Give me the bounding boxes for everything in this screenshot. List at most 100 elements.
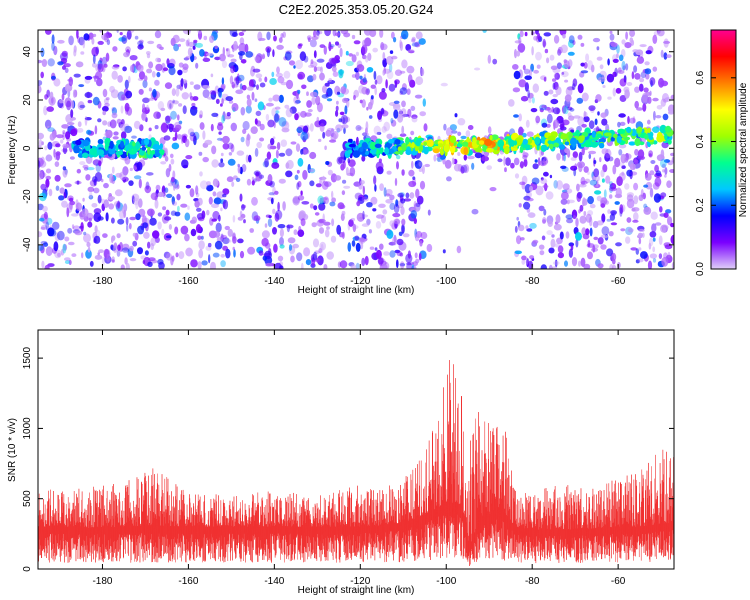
noise-blob — [162, 190, 167, 199]
noise-blob — [415, 31, 423, 40]
noise-blob — [351, 54, 357, 63]
noise-blob — [338, 69, 345, 75]
noise-blob — [597, 111, 600, 116]
noise-blob — [172, 181, 176, 191]
noise-blob — [407, 250, 411, 259]
noise-blob — [664, 159, 670, 163]
ridge-blob — [542, 144, 548, 151]
noise-blob — [198, 240, 205, 250]
noise-blob — [407, 49, 415, 53]
noise-blob — [255, 73, 263, 79]
noise-blob — [178, 38, 186, 43]
noise-blob — [166, 193, 173, 198]
noise-blob — [131, 193, 140, 202]
noise-blob — [618, 54, 624, 62]
noise-blob — [254, 56, 261, 62]
noise-blob — [564, 260, 568, 267]
noise-blob — [185, 39, 190, 47]
noise-blob — [340, 163, 345, 171]
noise-blob — [87, 99, 93, 104]
noise-blob — [411, 114, 418, 119]
noise-blob — [280, 139, 288, 147]
noise-blob — [606, 248, 614, 257]
noise-blob — [61, 50, 68, 57]
noise-blob — [84, 115, 88, 126]
noise-blob — [626, 194, 634, 202]
noise-blob — [47, 227, 55, 237]
noise-blob — [273, 35, 277, 42]
noise-blob — [516, 235, 522, 245]
noise-blob — [342, 179, 347, 184]
noise-blob — [124, 102, 130, 112]
ridge-blob — [449, 135, 457, 144]
noise-blob — [401, 30, 409, 40]
noise-blob — [309, 203, 314, 209]
noise-blob — [661, 163, 666, 169]
ridge-blob — [375, 139, 380, 145]
noise-blob — [124, 79, 129, 90]
noise-blob — [147, 40, 155, 45]
noise-blob — [396, 161, 399, 170]
noise-blob — [59, 187, 65, 194]
noise-blob — [644, 173, 652, 181]
noise-blob — [211, 159, 219, 168]
noise-blob — [539, 250, 545, 256]
noise-blob — [148, 97, 155, 101]
noise-blob — [267, 143, 273, 150]
noise-blob — [76, 168, 82, 174]
noise-blob — [133, 120, 141, 130]
noise-blob — [482, 30, 487, 33]
noise-blob — [297, 180, 302, 188]
noise-blob — [383, 187, 387, 197]
noise-blob — [664, 244, 673, 250]
noise-blob — [634, 149, 639, 156]
noise-blob — [72, 89, 77, 98]
noise-blob — [216, 191, 224, 199]
noise-blob — [529, 255, 535, 260]
noise-blob — [177, 134, 182, 140]
noise-blob — [541, 104, 547, 109]
noise-blob — [227, 54, 235, 58]
noise-blob — [543, 209, 547, 216]
spectrogram-x-label: -140 — [264, 276, 284, 287]
noise-blob — [560, 198, 568, 205]
noise-blob — [306, 100, 312, 108]
noise-blob — [214, 240, 223, 250]
noise-blob — [184, 233, 190, 242]
noise-blob — [226, 176, 234, 183]
noise-blob — [230, 58, 237, 63]
noise-blob — [248, 154, 252, 163]
noise-blob — [142, 97, 150, 104]
noise-blob — [168, 163, 172, 172]
noise-blob — [210, 73, 214, 78]
noise-blob — [577, 34, 583, 40]
noise-blob — [321, 180, 329, 190]
noise-blob — [232, 246, 235, 251]
noise-blob — [128, 180, 134, 187]
noise-blob — [121, 247, 130, 253]
noise-blob — [331, 57, 340, 64]
snr-x-ticks: -180 -160 -140 -120 -100 -80 -60 — [92, 330, 626, 587]
noise-blob — [401, 223, 405, 234]
noise-blob — [177, 114, 180, 121]
noise-blob — [124, 257, 128, 265]
noise-blob — [589, 179, 598, 186]
noise-blob — [650, 160, 656, 164]
noise-blob — [57, 39, 65, 44]
noise-blob — [54, 154, 58, 160]
noise-blob — [407, 108, 412, 118]
noise-blob — [228, 152, 233, 156]
noise-blob — [132, 197, 139, 206]
noise-blob — [555, 214, 561, 224]
noise-blob — [520, 95, 529, 102]
noise-blob — [160, 122, 169, 133]
noise-blob — [92, 54, 96, 64]
noise-blob — [568, 35, 575, 44]
noise-blob — [645, 181, 653, 190]
ridge-blob — [634, 138, 641, 147]
noise-blob — [546, 113, 553, 124]
noise-blob — [322, 131, 326, 139]
noise-blob — [290, 255, 295, 263]
noise-blob — [295, 99, 301, 104]
noise-blob — [379, 30, 384, 38]
